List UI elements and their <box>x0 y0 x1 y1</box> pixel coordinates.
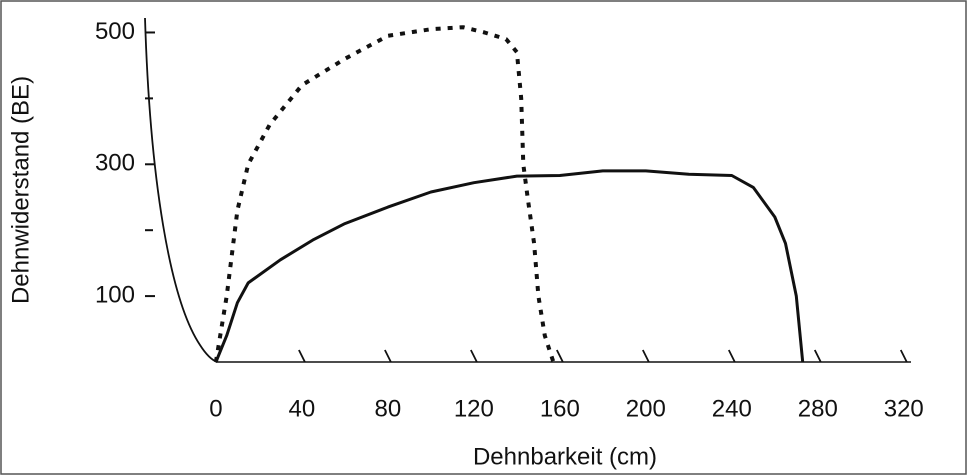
x-axis-title: Dehnbarkeit (cm) <box>473 443 657 470</box>
x-tick-label: 240 <box>712 395 752 422</box>
line <box>214 169 805 363</box>
y-tick-label: 500 <box>95 18 135 45</box>
x-tick <box>384 349 392 363</box>
line <box>213 25 556 363</box>
x-tick-label: 40 <box>289 395 316 422</box>
x-tick-label: 160 <box>540 395 580 422</box>
x-tick-label: 200 <box>626 395 666 422</box>
x-tick-label: 120 <box>454 395 494 422</box>
x-tick-label: 320 <box>884 395 924 422</box>
x-tick <box>298 349 306 363</box>
x-tick <box>556 349 564 363</box>
y-axis-curve <box>144 17 218 363</box>
x-tick-label: 80 <box>375 395 402 422</box>
x-tick <box>642 349 650 363</box>
x-tick <box>899 349 908 363</box>
x-tick <box>813 349 822 363</box>
x-tick <box>470 349 478 363</box>
x-tick-label: 280 <box>798 395 838 422</box>
y-axis-title: Dehnwiderstand (BE) <box>7 76 34 304</box>
y-tick-label: 100 <box>95 281 135 308</box>
x-tick <box>727 349 736 363</box>
y-tick-label: 300 <box>95 150 135 177</box>
x-tick-label: 0 <box>209 395 222 422</box>
